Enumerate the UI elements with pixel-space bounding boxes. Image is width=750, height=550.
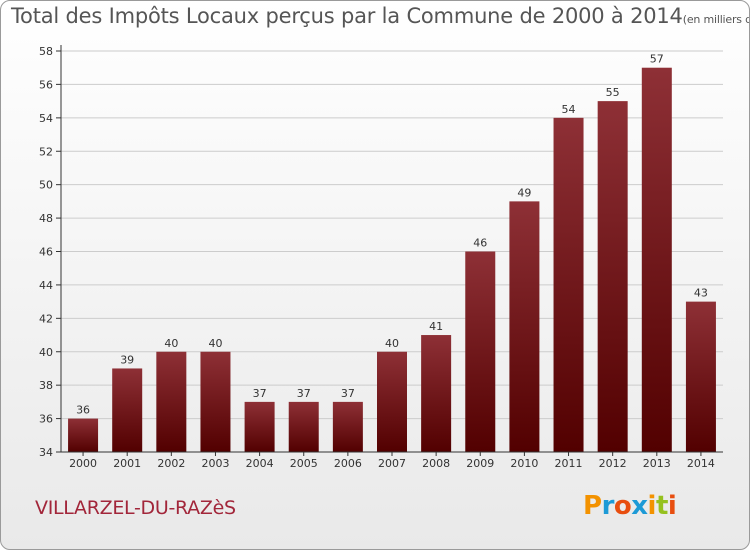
chart-title: Total des Impôts Locaux perçus par la Co… [11, 4, 749, 28]
value-label-2007: 40 [385, 337, 399, 350]
x-tick-label-2007: 2007 [378, 457, 406, 470]
logo-letter-6: i [667, 491, 677, 521]
bar-2007 [377, 351, 407, 452]
value-label-2005: 37 [297, 387, 311, 400]
x-tick-label-2014: 2014 [687, 457, 715, 470]
x-tick-label-2000: 2000 [69, 457, 97, 470]
logo-letter-5: t [655, 491, 668, 521]
x-tick-label-2010: 2010 [510, 457, 538, 470]
x-tick-label-2004: 2004 [246, 457, 274, 470]
proxiti-logo[interactable]: Proxiti [583, 491, 677, 521]
logo-letter-4: i [647, 491, 657, 521]
logo-letter-1: r [601, 491, 615, 521]
labels: 34 36 38 40 42 44 46 48 50 52 54 56 58 36 2000 39 2001 40… [39, 45, 715, 470]
y-tick-label-56: 56 [39, 78, 53, 91]
x-tick-label-2002: 2002 [157, 457, 185, 470]
x-tick-label-2009: 2009 [466, 457, 494, 470]
logo-letter-0: P [583, 491, 602, 521]
value-label-2006: 37 [341, 387, 355, 400]
bars [68, 67, 716, 452]
value-label-2008: 41 [429, 320, 443, 333]
value-label-2014: 43 [694, 287, 708, 300]
bar-2004 [244, 401, 275, 452]
x-tick-label-2013: 2013 [643, 457, 671, 470]
value-label-2010: 49 [517, 186, 531, 199]
y-tick-label-38: 38 [39, 379, 53, 392]
logo-letter-3: x [631, 491, 648, 521]
bar-2009 [465, 251, 496, 452]
bar-2005 [288, 401, 319, 452]
logo-letter-2: o [613, 491, 632, 521]
commune-name: VILLARZEL-DU-RAZèS [35, 497, 236, 519]
y-tick-label-44: 44 [39, 279, 53, 292]
bar-2011 [553, 117, 584, 452]
x-tick-label-2012: 2012 [599, 457, 627, 470]
x-tick-label-2008: 2008 [422, 457, 450, 470]
y-tick-label-54: 54 [39, 112, 53, 125]
bar-2013 [641, 67, 672, 452]
y-tick-label-42: 42 [39, 312, 53, 325]
bar-2010 [509, 201, 540, 452]
value-label-2001: 39 [120, 353, 134, 366]
bar-2002 [156, 351, 187, 452]
value-label-2011: 54 [562, 103, 576, 116]
y-tick-label-46: 46 [39, 246, 53, 259]
value-label-2004: 37 [253, 387, 267, 400]
x-tick-label-2011: 2011 [555, 457, 583, 470]
value-label-2012: 55 [606, 86, 620, 99]
x-tick-label-2005: 2005 [290, 457, 318, 470]
value-label-2013: 57 [650, 53, 664, 66]
bar-2008 [421, 335, 452, 452]
y-tick-label-50: 50 [39, 179, 53, 192]
bar-2001 [112, 368, 143, 452]
value-label-2000: 36 [76, 404, 90, 417]
bar-2000 [68, 418, 99, 452]
bar-2012 [597, 101, 628, 452]
y-tick-label-52: 52 [39, 145, 53, 158]
y-tick-label-58: 58 [39, 45, 53, 58]
bar-2014 [685, 301, 716, 452]
value-label-2003: 40 [208, 337, 222, 350]
x-tick-label-2001: 2001 [113, 457, 141, 470]
value-label-2009: 46 [473, 237, 487, 250]
x-tick-label-2006: 2006 [334, 457, 362, 470]
bar-2006 [332, 401, 363, 452]
y-tick-label-40: 40 [39, 346, 53, 359]
axes [56, 45, 723, 456]
y-tick-label-34: 34 [39, 446, 53, 459]
chart-unit: (en milliers d'€) [682, 13, 749, 26]
value-label-2002: 40 [164, 337, 178, 350]
y-tick-label-36: 36 [39, 413, 53, 426]
y-tick-label-48: 48 [39, 212, 53, 225]
x-tick-label-2003: 2003 [201, 457, 229, 470]
bar-2003 [200, 351, 231, 452]
chart-title-text: Total des Impôts Locaux perçus par la Co… [11, 4, 683, 28]
